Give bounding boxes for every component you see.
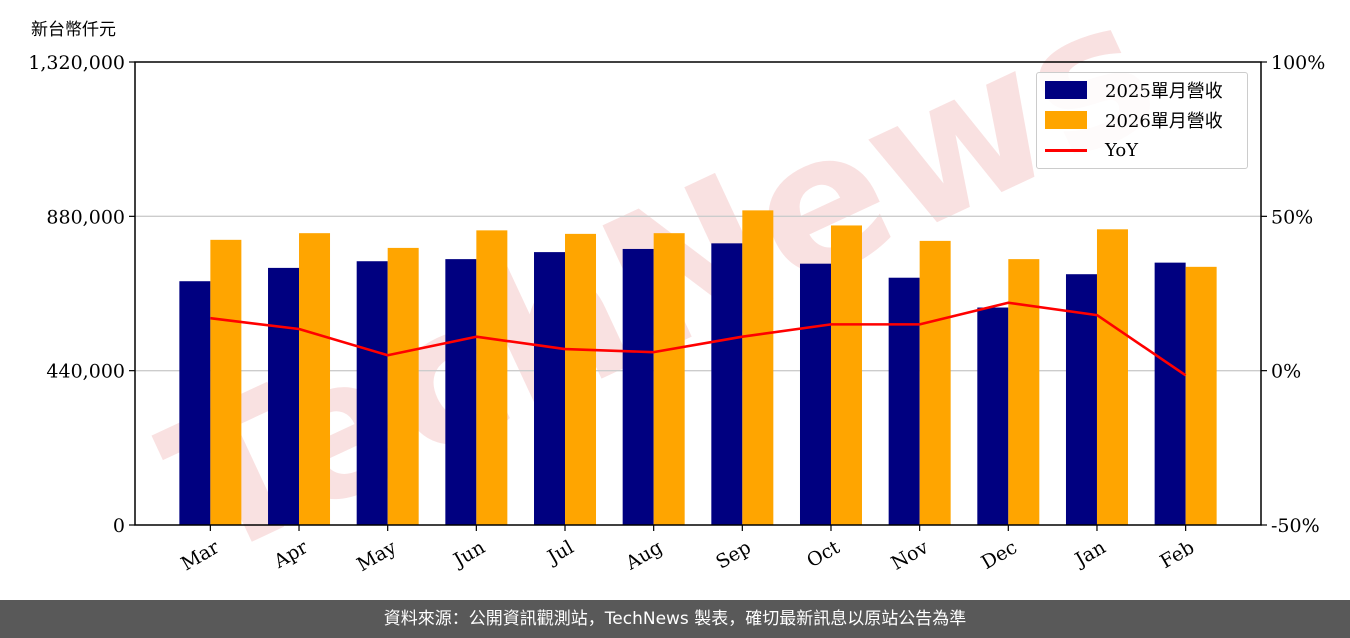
bar-2025-aug xyxy=(622,248,654,525)
bars-group xyxy=(179,210,1217,526)
legend-line-yoy xyxy=(1045,148,1087,152)
bar-2026-sep xyxy=(742,210,774,525)
bar-2025-feb xyxy=(1154,262,1186,525)
bar-2025-jun xyxy=(445,259,477,525)
legend-label-yoy: YoY xyxy=(1105,139,1139,161)
bar-2025-may xyxy=(356,261,388,525)
source-footer: 資料來源：公開資訊觀測站，TechNews 製表，確切最新訊息以原站公告為準 xyxy=(0,600,1350,638)
bar-2026-mar xyxy=(210,239,242,525)
bar-2025-jan xyxy=(1065,274,1097,525)
plot-frame xyxy=(134,61,1262,526)
x-tick-label-may: May xyxy=(353,536,400,576)
bar-2026-dec xyxy=(1008,259,1040,525)
x-tick-label-feb: Feb xyxy=(1156,536,1198,573)
legend-swatch-2026 xyxy=(1045,111,1087,129)
y-tick-label-right: 0% xyxy=(1271,361,1301,383)
bar-2026-jul xyxy=(565,233,597,525)
legend-label-2026: 2026單月營收 xyxy=(1105,111,1223,132)
bar-2026-oct xyxy=(830,225,862,525)
legend-item-2026: 2026單月營收 xyxy=(1045,108,1223,132)
bar-2026-apr xyxy=(299,233,331,526)
revenue-chart: TechNews 0440,000880,0001,320,000-50%0%5… xyxy=(28,0,1325,600)
legend-label-2025: 2025單月營收 xyxy=(1105,81,1223,102)
x-tick-label-jan: Jan xyxy=(1070,536,1110,572)
yoy-line-group xyxy=(210,301,1187,377)
legend-item-yoy: YoY xyxy=(1045,138,1138,162)
x-tick-label-oct: Oct xyxy=(803,536,844,572)
x-tick-label-aug: Aug xyxy=(621,536,666,575)
legend: 2025單月營收 2026單月營收 YoY xyxy=(1036,72,1248,169)
bar-2025-oct xyxy=(799,263,831,525)
y-tick-label-right: 100% xyxy=(1271,52,1325,74)
y-tick-label-left: 880,000 xyxy=(46,206,125,228)
bar-2026-jun xyxy=(476,230,508,525)
bar-2025-sep xyxy=(711,243,743,525)
bar-2025-dec xyxy=(977,307,1009,525)
x-tick-label-jul: Jul xyxy=(542,536,577,569)
bar-2026-aug xyxy=(653,233,685,526)
legend-swatch-2025 xyxy=(1045,81,1087,99)
y-axis-unit-label: 新台幣仟元 xyxy=(31,20,116,40)
bar-2026-jan xyxy=(1096,229,1128,525)
y-tick-label-left: 1,320,000 xyxy=(28,52,125,74)
y-tick-label-right: -50% xyxy=(1271,515,1320,537)
yoy-line xyxy=(210,301,1187,377)
x-tick-label-jun: Jun xyxy=(448,536,489,572)
bar-2026-nov xyxy=(919,240,951,526)
y-tick-label-left: 0 xyxy=(113,515,125,537)
bar-2025-mar xyxy=(179,281,211,525)
bar-2025-nov xyxy=(888,277,920,525)
legend-item-2025: 2025單月營收 xyxy=(1045,78,1223,102)
bar-2026-feb xyxy=(1185,266,1217,525)
y-tick-label-left: 440,000 xyxy=(46,361,125,383)
x-tick-label-sep: Sep xyxy=(712,536,755,573)
y-tick-label-right: 50% xyxy=(1271,206,1313,228)
bar-2025-apr xyxy=(268,267,300,525)
bar-2025-jul xyxy=(534,252,566,526)
bar-2026-may xyxy=(387,247,419,525)
x-tick-label-dec: Dec xyxy=(978,536,1021,574)
x-tick-label-nov: Nov xyxy=(888,536,933,575)
